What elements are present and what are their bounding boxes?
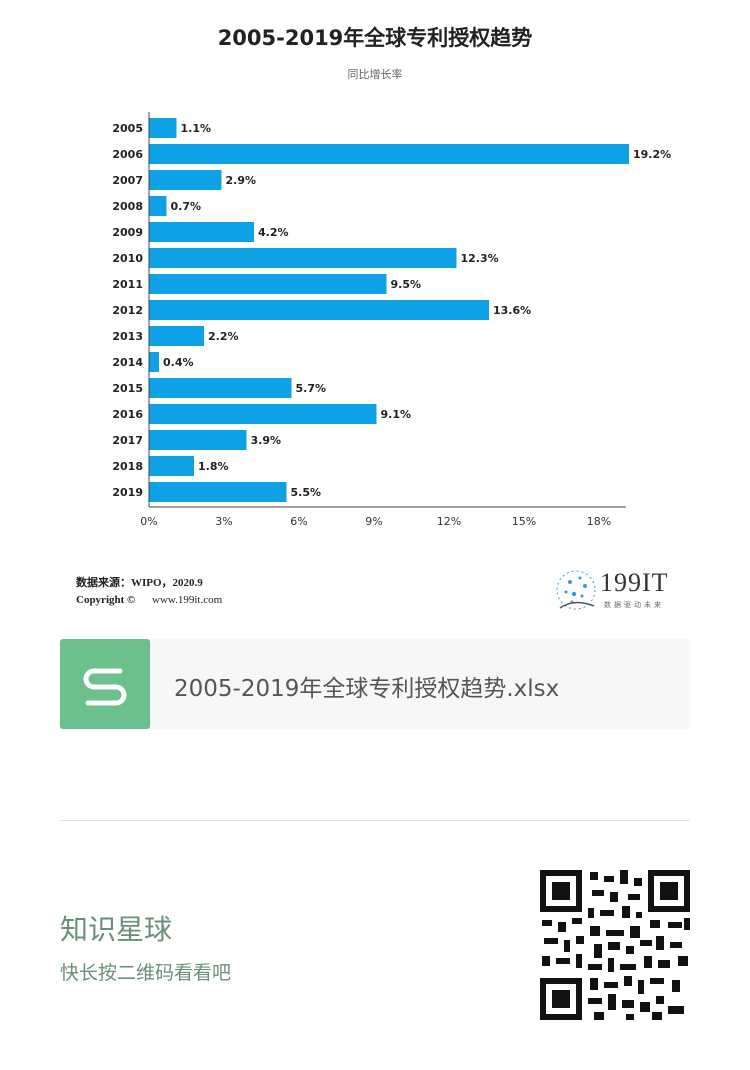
bar-2016: [149, 404, 377, 424]
category-label: 2009: [112, 226, 143, 239]
data-label: 9.1%: [381, 408, 412, 421]
category-label: 2010: [112, 252, 143, 265]
bar-2005: [149, 118, 177, 138]
category-label: 2015: [112, 382, 143, 395]
bar-2007: [149, 170, 222, 190]
category-label: 2013: [112, 330, 143, 343]
spreadsheet-s-icon: [60, 639, 150, 729]
bar-2018: [149, 456, 194, 476]
category-label: 2008: [112, 200, 143, 213]
file-attachment-card[interactable]: 2005-2019年全球专利授权趋势.xlsx: [60, 639, 690, 729]
category-label: 2005: [112, 122, 143, 135]
chart-subtitle: 同比增长率: [347, 68, 403, 81]
data-label: 13.6%: [493, 304, 531, 317]
category-label: 2007: [112, 174, 143, 187]
data-label: 3.9%: [251, 434, 282, 447]
data-label: 4.2%: [258, 226, 289, 239]
data-source: 数据来源：WIPO，2020.9: [76, 577, 203, 589]
bar-2019: [149, 482, 287, 502]
divider: [60, 820, 690, 821]
category-label: 2018: [112, 460, 143, 473]
category-label: 2017: [112, 434, 143, 447]
promo-subtitle: 快长按二维码看看吧: [60, 962, 232, 984]
data-label: 5.5%: [291, 486, 322, 499]
promo-title: 知识星球: [60, 913, 173, 946]
bar-2011: [149, 274, 387, 294]
bar-2013: [149, 326, 204, 346]
data-label: 19.2%: [633, 148, 671, 161]
logo-subtitle: 数据驱动未来: [604, 601, 664, 609]
site-link[interactable]: www.199it.com: [152, 594, 223, 606]
bar-chart-svg: 2005 1.1% 2006 19.2% 2007 2.9% 2008 0.7% 2009 4.2…: [112, 112, 671, 528]
data-label: 0.7%: [171, 200, 202, 213]
bar-2017: [149, 430, 247, 450]
x-tick-label: 15%: [512, 515, 536, 528]
category-label: 2016: [112, 408, 143, 421]
bar-2014: [149, 352, 159, 372]
data-label: 2.2%: [208, 330, 239, 343]
category-label: 2012: [112, 304, 143, 317]
chart-title: 2005-2019年全球专利授权趋势: [217, 26, 533, 50]
data-label: 2.9%: [226, 174, 257, 187]
category-label: 2014: [112, 356, 143, 369]
bar-2006: [149, 144, 629, 164]
qr-code-icon[interactable]: [540, 870, 690, 1020]
category-label: 2019: [112, 486, 143, 499]
bar-2010: [149, 248, 457, 268]
x-tick-label: 0%: [140, 515, 157, 528]
data-label: 1.1%: [181, 122, 212, 135]
bar-2009: [149, 222, 254, 242]
logo-text: 199IT: [600, 568, 669, 597]
bar-2012: [149, 300, 489, 320]
data-label: 5.7%: [296, 382, 327, 395]
category-label: 2011: [112, 278, 143, 291]
data-label: 0.4%: [163, 356, 194, 369]
data-label: 12.3%: [461, 252, 499, 265]
bar-2015: [149, 378, 292, 398]
chart: 2005-2019年全球专利授权趋势 同比增长率 2005 1.1% 2006 19.…: [112, 26, 671, 528]
x-tick-label: 3%: [215, 515, 232, 528]
data-label: 9.5%: [391, 278, 422, 291]
x-tick-label: 9%: [365, 515, 382, 528]
file-name: 2005-2019年全球专利授权趋势.xlsx: [174, 676, 560, 702]
dot-sphere-icon: [556, 570, 596, 610]
brand-logo: 199IT 数据驱动未来: [554, 568, 694, 612]
x-tick-label: 18%: [587, 515, 611, 528]
x-tick-label: 6%: [290, 515, 307, 528]
x-tick-label: 12%: [437, 515, 461, 528]
bar-2008: [149, 196, 167, 216]
data-label: 1.8%: [198, 460, 229, 473]
copyright-line: Copyright © www.199it.com: [76, 594, 222, 606]
copyright-label: Copyright ©: [76, 594, 136, 606]
category-label: 2006: [112, 148, 143, 161]
